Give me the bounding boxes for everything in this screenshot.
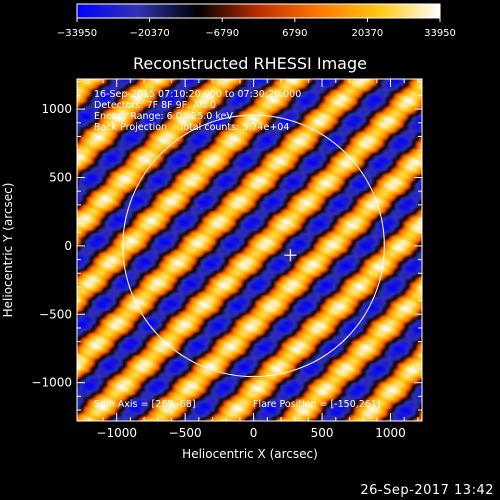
annotation-detectors: Detectors: 7F 8F 9F, Att 0 (94, 100, 216, 111)
x-tick-label: −500 (169, 426, 202, 440)
y-tick-label: 1000 (41, 102, 72, 116)
x-tick-label: −1000 (96, 426, 137, 440)
plot-frame (76, 78, 423, 422)
annotation-method: Back Projection Total counts: 5.74e+04 (94, 122, 289, 133)
y-tick-label: −1000 (31, 376, 72, 390)
y-tick-label: 0 (64, 239, 72, 253)
chart-title: Reconstructed RHESSI Image (133, 54, 367, 73)
x-axis-label: Heliocentric X (arcsec) (182, 447, 318, 461)
solar-limb-circle (122, 114, 385, 378)
colorbar-gradient (76, 3, 441, 19)
y-axis-label: Heliocentric Y (arcsec) (1, 183, 15, 318)
colorbar-tick-label: 33950 (424, 28, 456, 39)
colorbar: −33950 −20370 −6790 6790 20370 33950 (57, 3, 456, 39)
x-tick-label: 0 (250, 426, 258, 440)
colorbar-tick-label: 6790 (282, 28, 307, 39)
marker-cross (284, 249, 297, 262)
flare-position-label: Flare Position = [-150,261] (253, 399, 381, 410)
colorbar-tick-label: −33950 (57, 28, 97, 39)
y-tick-label: 500 (49, 170, 72, 184)
heatmap-image (77, 79, 422, 421)
annotation-time: 16-Sep-2015 07:10:20.000 to 07:30:20.000 (94, 89, 301, 100)
x-tick-label: 1000 (375, 426, 406, 440)
spin-axis-label: Spin Axis = [269,-68] (94, 399, 196, 410)
colorbar-tick-label: −6790 (205, 28, 239, 39)
colorbar-tick-label: −20370 (129, 28, 169, 39)
y-tick-label: −500 (39, 307, 72, 321)
x-tick-label: 500 (311, 426, 334, 440)
footer-timestamp: 26-Sep-2017 13:42 (360, 483, 494, 498)
annotation-energy: Energy Range: 6.0 - 25.0 keV (94, 111, 233, 122)
colorbar-tick-label: 20370 (351, 28, 383, 39)
